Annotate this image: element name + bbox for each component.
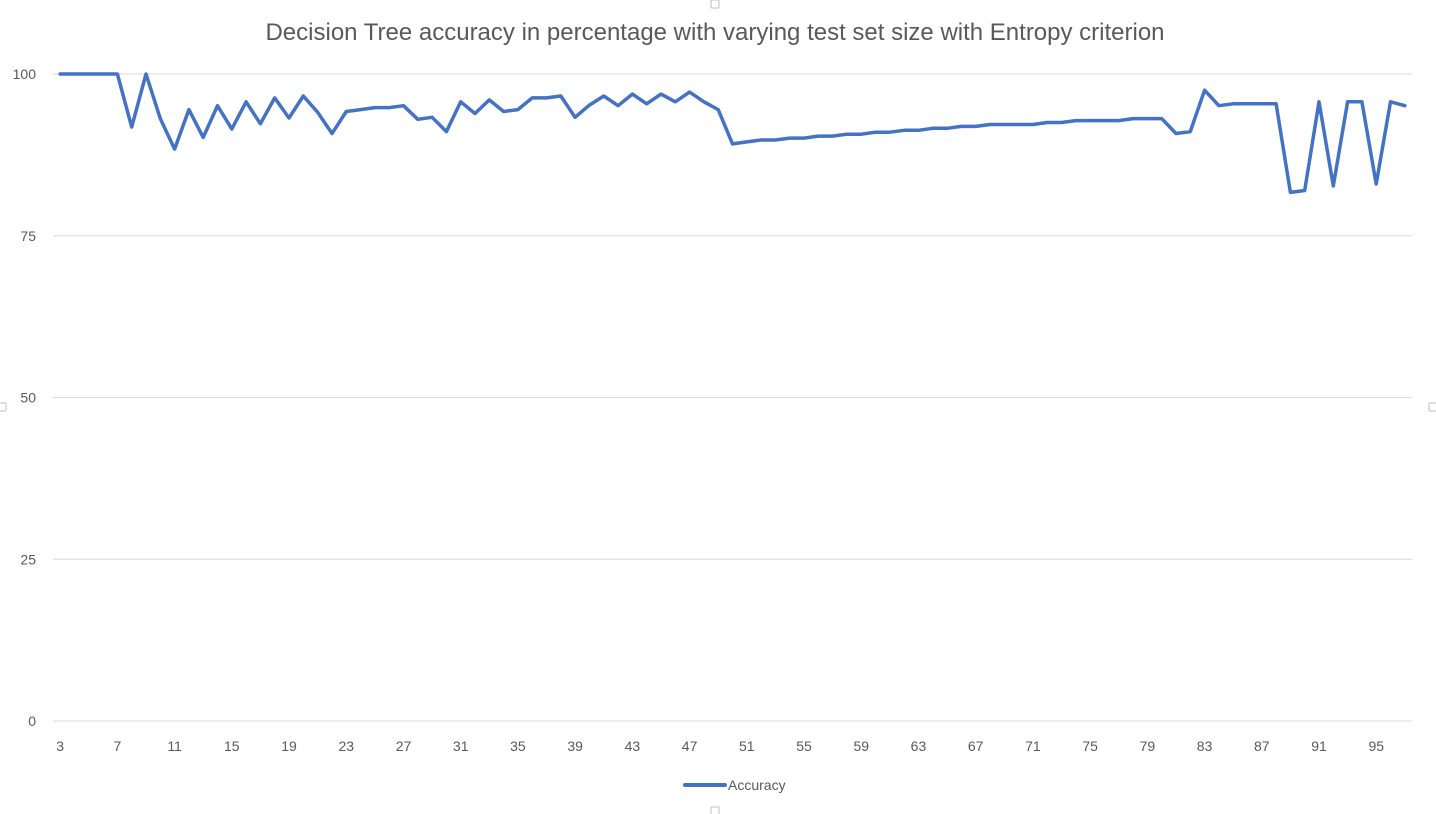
y-tick-label: 25 — [20, 551, 36, 567]
x-tick-label: 23 — [338, 738, 354, 754]
x-tick-label: 79 — [1140, 738, 1156, 754]
x-tick-label: 11 — [167, 738, 182, 754]
x-tick-label: 91 — [1311, 738, 1327, 754]
x-tick-label: 27 — [396, 738, 412, 754]
y-tick-label: 75 — [20, 228, 36, 244]
resize-handle[interactable] — [0, 402, 7, 412]
x-tick-label: 55 — [796, 738, 812, 754]
legend-label-accuracy: Accuracy — [728, 777, 786, 793]
x-tick-label: 15 — [224, 738, 240, 754]
gridlines — [53, 73, 1412, 722]
x-tick-label: 87 — [1254, 738, 1270, 754]
x-tick-label: 39 — [567, 738, 583, 754]
x-tick-label: 51 — [739, 738, 755, 754]
x-tick-label: 35 — [510, 738, 526, 754]
x-tick-label: 19 — [281, 738, 297, 754]
x-tick-label: 3 — [56, 738, 64, 754]
y-tick-label: 50 — [20, 390, 36, 406]
x-tick-label: 95 — [1368, 738, 1384, 754]
x-tick-label: 59 — [853, 738, 869, 754]
resize-handle[interactable] — [710, 806, 720, 814]
x-tick-label: 47 — [682, 738, 698, 754]
legend: Accuracy — [683, 777, 786, 793]
y-axis-tick-labels: 0 25 50 75 100 — [13, 66, 37, 729]
y-tick-label: 0 — [28, 713, 36, 729]
series-layer — [58, 72, 1407, 195]
series-line-accuracy — [58, 72, 1407, 195]
x-tick-label: 75 — [1082, 738, 1098, 754]
x-axis-tick-labels: 3 7 11 15 19 23 27 31 35 39 43 47 51 55 59 63 67 71 75 79 83… — [56, 738, 1384, 754]
x-tick-label: 31 — [453, 738, 469, 754]
x-tick-label: 43 — [625, 738, 641, 754]
x-tick-label: 71 — [1025, 738, 1041, 754]
x-tick-label: 67 — [968, 738, 984, 754]
x-tick-label: 63 — [911, 738, 927, 754]
resize-handle[interactable] — [1428, 402, 1436, 412]
resize-handle[interactable] — [710, 0, 720, 9]
x-tick-label: 7 — [113, 738, 121, 754]
x-tick-label: 83 — [1197, 738, 1213, 754]
y-tick-label: 100 — [13, 66, 37, 82]
chart-title: Decision Tree accuracy in percentage wit… — [265, 19, 1164, 46]
